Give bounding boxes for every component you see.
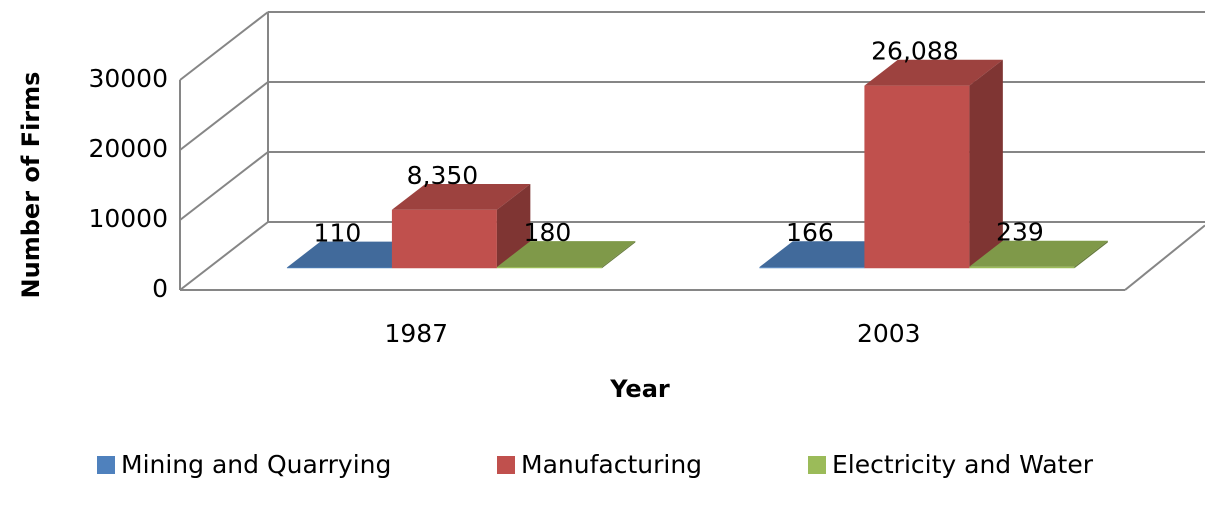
bar-top xyxy=(286,241,426,268)
bar-front xyxy=(391,209,497,269)
data-label: 180 xyxy=(524,218,572,247)
bar-front xyxy=(864,85,970,269)
y-axis-title: Number of Firms xyxy=(17,72,45,299)
data-label: 239 xyxy=(996,218,1044,247)
bar-top xyxy=(496,241,636,267)
bar-top xyxy=(969,240,1108,267)
bar-top xyxy=(391,183,531,210)
legend-swatch xyxy=(808,456,826,474)
bar-side xyxy=(969,59,1003,269)
legend-label: Manufacturing xyxy=(521,450,702,479)
side-grid-line xyxy=(179,221,269,291)
bar-front xyxy=(969,266,1075,269)
x-tick-label: 2003 xyxy=(857,319,921,348)
bar-top xyxy=(864,59,1003,86)
legend-swatch xyxy=(497,456,515,474)
side-grid-line xyxy=(179,81,269,151)
data-label: 8,350 xyxy=(407,161,479,190)
data-label: 166 xyxy=(786,218,834,247)
bar-front xyxy=(286,267,392,269)
legend-label: Mining and Quarrying xyxy=(121,450,391,479)
side-grid-line xyxy=(179,11,269,81)
x-axis-title: Year xyxy=(609,375,670,403)
bar-side xyxy=(601,241,636,269)
bar-top xyxy=(759,241,898,268)
y-tick-label: 20000 xyxy=(88,134,168,163)
bar-side xyxy=(1074,240,1108,269)
y-tick-label: 30000 xyxy=(88,64,168,93)
floor-edge xyxy=(1124,224,1205,291)
data-label: 110 xyxy=(314,218,362,247)
legend-label: Electricity and Water xyxy=(832,450,1094,479)
legend-swatch xyxy=(97,456,115,474)
data-label: 26,088 xyxy=(871,37,958,66)
x-tick-label: 1987 xyxy=(384,319,448,348)
side-grid-line xyxy=(179,151,269,221)
bar-front xyxy=(496,266,602,269)
y-tick-label: 10000 xyxy=(88,204,168,233)
bar-side xyxy=(496,183,531,269)
bar-front xyxy=(759,267,865,269)
y-tick-label: 0 xyxy=(152,274,168,303)
